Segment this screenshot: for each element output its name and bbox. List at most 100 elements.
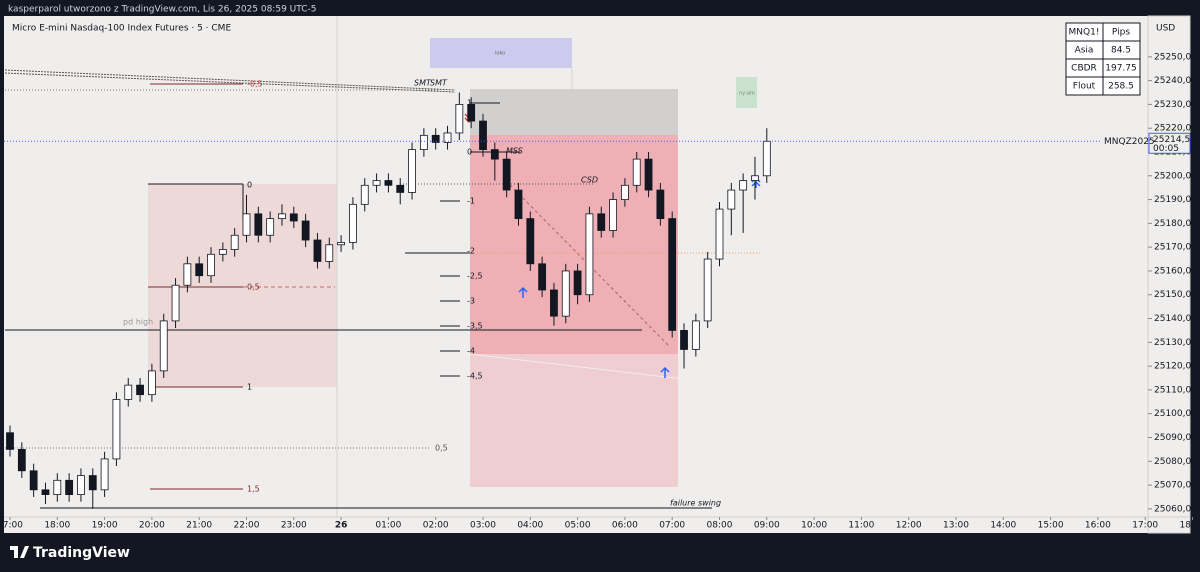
candle-body: [384, 180, 393, 186]
candle-body: [41, 489, 50, 495]
y-tick-label: 25250,00: [1154, 52, 1197, 62]
candle-body: [372, 180, 381, 186]
candle-body: [77, 475, 85, 495]
candle-body: [289, 213, 298, 222]
candle-body: [278, 213, 286, 220]
candle-body: [550, 289, 558, 317]
annotation: pd high: [123, 318, 153, 327]
x-tick-label: 16:00: [1085, 521, 1111, 531]
candle-body: [751, 175, 759, 181]
annotation: -0,5: [247, 80, 263, 89]
candle-body: [124, 384, 133, 400]
candle-body: [230, 234, 239, 250]
trend-line: [509, 184, 669, 346]
candle-body: [632, 158, 641, 186]
y-tick-label: 25140,00: [1154, 314, 1197, 324]
symbol-tag: [1100, 134, 1147, 148]
x-tick-label: 12:00: [896, 521, 922, 531]
y-tick-label: 25230,00: [1154, 100, 1197, 110]
currency: USD: [1156, 24, 1175, 34]
y-tick-label: 25130,00: [1154, 338, 1197, 348]
candle-body: [171, 284, 180, 322]
annotation: 1: [467, 99, 472, 108]
candle-body: [573, 270, 582, 296]
table-cell: Asia: [1075, 46, 1094, 56]
candles: [6, 92, 771, 509]
y-tick-label: 25080,00: [1154, 457, 1197, 467]
y-tick-label: 25150,00: [1154, 290, 1197, 300]
annotation: -2: [467, 247, 475, 256]
x-tick-label: 22:00: [234, 521, 260, 531]
candle-body: [609, 199, 617, 231]
candle-body: [207, 253, 215, 277]
y-tick-label: 25120,00: [1154, 362, 1197, 372]
candle-body: [526, 218, 535, 265]
y-tick-label: 25110,00: [1154, 385, 1197, 395]
x-tick-label: 06:00: [612, 521, 638, 531]
candle-body: [644, 158, 653, 191]
candle-body: [242, 213, 251, 236]
candle-body: [621, 184, 629, 200]
candle-body: [325, 244, 334, 262]
y-tick-label: 25170,00: [1154, 243, 1197, 253]
price-tag: [1148, 132, 1191, 154]
annotation: 0,5: [247, 283, 260, 292]
x-tick-label: 26: [335, 521, 348, 531]
annotation: SMT: [430, 79, 448, 88]
annotation: -3,5: [467, 322, 483, 331]
y-tick-label: 25160,00: [1154, 266, 1197, 276]
x-tick-label: 18:00: [44, 521, 70, 531]
candle-body: [739, 180, 748, 191]
candle-body: [183, 263, 192, 286]
candle-body: [349, 203, 357, 243]
candle-body: [668, 218, 677, 331]
annotation: 0,5: [435, 444, 448, 453]
zone: [470, 354, 678, 487]
candle-body: [88, 475, 97, 491]
drawings: [4, 16, 761, 517]
annotation: ny-am: [739, 91, 755, 97]
annotation: CSD: [581, 176, 598, 185]
level-line: [469, 353, 761, 389]
y-tick-label: 25100,00: [1154, 409, 1197, 419]
footer-logo: TradingView: [10, 545, 130, 561]
candle-body: [313, 239, 322, 262]
candle-body: [6, 432, 14, 450]
candle-body: [597, 213, 606, 231]
annotation: 0: [467, 148, 472, 157]
candle-body: [100, 458, 109, 491]
price-label: 25214,50: [1153, 135, 1196, 145]
candle-body: [396, 184, 405, 193]
x-tick-label: 05:00: [565, 521, 591, 531]
annotation: -1: [467, 197, 475, 206]
candle-body: [159, 320, 168, 372]
y-tick-label: 25090,00: [1154, 433, 1197, 443]
x-tick-label: 01:00: [375, 521, 401, 531]
x-tick-label: 11:00: [848, 521, 874, 531]
arrow-up: [518, 286, 528, 298]
candle-body: [147, 370, 156, 396]
chart-title: Micro E-mini Nasdaq-100 Index Futures · …: [12, 24, 231, 34]
x-tick-label: 17:00: [0, 521, 23, 531]
candle-body: [112, 399, 121, 460]
candle-body: [703, 258, 712, 322]
zone: [736, 77, 757, 108]
x-tick-label: 14:00: [990, 521, 1016, 531]
annotation: -4: [467, 347, 475, 356]
annotation: MSS: [506, 147, 523, 156]
candle-body: [490, 149, 499, 160]
y-tick-label: 25060,00: [1154, 504, 1197, 514]
x-tick-label: 08:00: [707, 521, 733, 531]
y-tick-label: 25240,00: [1154, 76, 1197, 86]
y-tick-label: 25070,00: [1154, 481, 1197, 491]
candle-body: [254, 213, 263, 236]
x-tick-label: 07:00: [659, 521, 685, 531]
candle-body: [218, 249, 227, 255]
candle-body: [266, 218, 275, 236]
table-cell: 197.75: [1105, 64, 1137, 74]
x-tick-label: 09:00: [754, 521, 780, 531]
x-tick-label: 15:00: [1038, 521, 1064, 531]
x-tick-label: 04:00: [517, 521, 543, 531]
x-tick-label: 03:00: [470, 521, 496, 531]
annotation: loko: [495, 51, 505, 57]
